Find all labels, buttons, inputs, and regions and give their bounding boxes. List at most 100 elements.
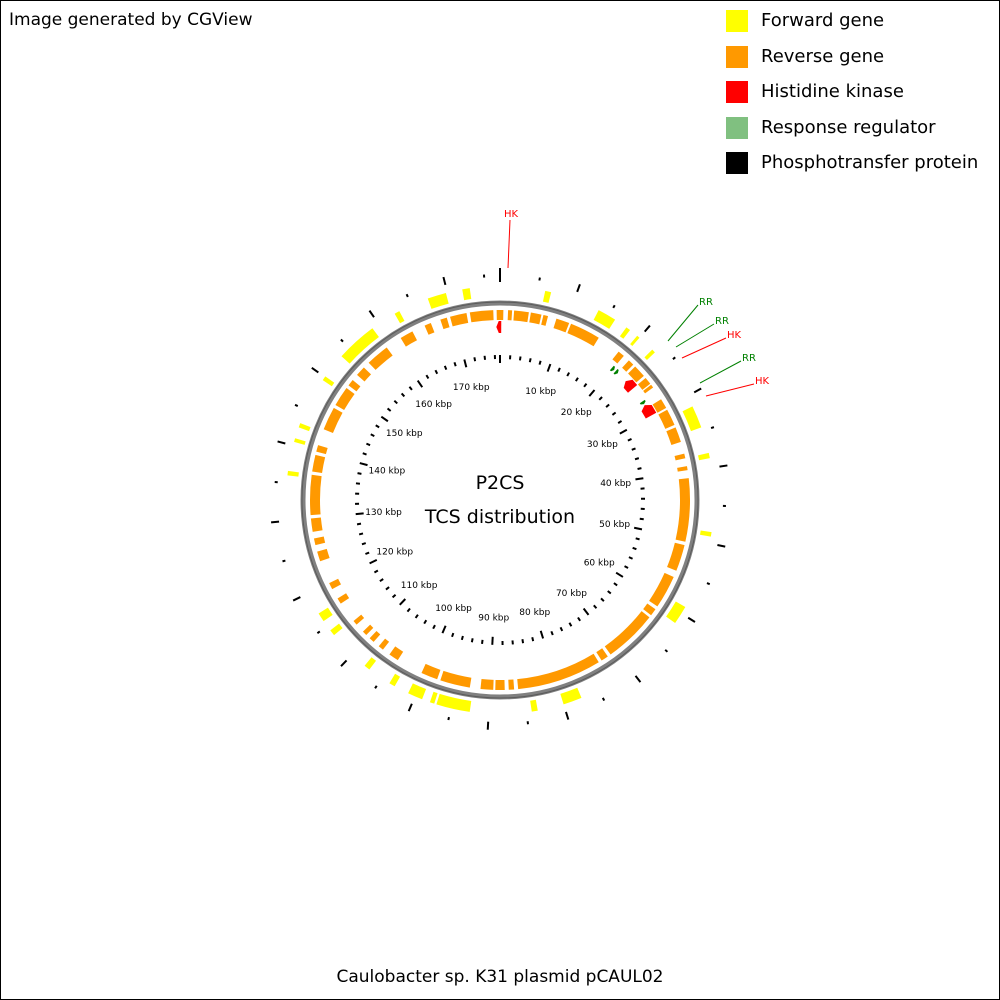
ruler-minor-tick <box>451 632 455 638</box>
outer-minor-tick <box>340 338 344 343</box>
ruler-minor-tick <box>583 383 588 388</box>
hk-callout-label: HK <box>504 209 519 220</box>
ruler-major-tick <box>416 380 424 388</box>
ruler-minor-tick <box>559 626 564 632</box>
histidine-kinase-arrow <box>496 321 502 334</box>
ruler-minor-tick <box>406 607 411 613</box>
reverse-gene <box>312 454 326 473</box>
outer-major-tick <box>340 659 348 667</box>
outer-major-tick <box>565 711 570 720</box>
reverse-gene <box>389 646 404 661</box>
ruler-minor-tick <box>637 467 642 470</box>
backbone-ring <box>300 300 700 700</box>
reverse-gene <box>541 315 549 326</box>
ruler-scale-label: 20 kbp <box>561 408 592 418</box>
forward-gene <box>364 657 377 670</box>
outer-minor-tick <box>282 559 286 563</box>
reverse-gene <box>316 445 328 455</box>
forward-gene <box>644 349 655 360</box>
reverse-gene-track <box>310 310 690 691</box>
ruler-minor-tick <box>557 367 561 373</box>
ruler-minor-tick <box>550 630 554 636</box>
reverse-gene <box>424 323 435 335</box>
outer-major-tick <box>717 544 726 548</box>
ruler-minor-tick <box>518 356 522 361</box>
inner-kbp-ruler: 10 kbp 20 kbp 30 kbp 40 kbp 50 kbp 60 kbp 70 k… <box>355 355 646 645</box>
forward-gene <box>330 623 343 636</box>
ruler-minor-tick <box>358 532 364 536</box>
reverse-gene <box>440 670 472 688</box>
outer-minor-tick <box>405 293 409 298</box>
forward-gene <box>318 607 333 622</box>
forward-gene <box>429 691 438 704</box>
ruler-major-tick <box>441 625 447 634</box>
forward-gene <box>699 530 712 537</box>
ruler-scale-label: 140 kbp <box>369 467 406 477</box>
response-regulator-arrow <box>613 368 619 375</box>
reverse-gene <box>313 536 326 546</box>
outer-minor-tick <box>601 697 606 702</box>
ruler-minor-tick <box>634 457 640 461</box>
outer-minor-tick <box>447 716 450 721</box>
ruler-minor-tick <box>624 565 629 569</box>
ruler-major-tick <box>359 462 368 467</box>
reverse-gene <box>553 318 570 333</box>
hk-callout-label: HK <box>755 376 770 387</box>
ruler-minor-tick <box>366 442 371 447</box>
outer-major-tick <box>693 387 702 394</box>
ruler-minor-tick <box>577 616 581 622</box>
reverse-gene <box>335 388 355 410</box>
ruler-minor-tick <box>593 604 598 609</box>
ruler-scale-label: 80 kbp <box>519 608 550 618</box>
legend-label-response-regulator: Response regulator <box>761 116 936 138</box>
ruler-scale-label: 150 kbp <box>386 429 423 439</box>
map-caption: Caulobacter sp. K31 plasmid pCAUL02 <box>336 967 664 987</box>
reverse-gene <box>496 310 504 321</box>
ruler-minor-tick <box>528 358 532 363</box>
ruler-major-tick <box>615 571 624 578</box>
forward-gene <box>294 438 306 445</box>
reverse-gene <box>310 517 323 532</box>
forward-gene <box>698 452 710 461</box>
reverse-gene <box>666 427 681 445</box>
ruler-minor-tick <box>598 396 603 401</box>
ruler-minor-tick <box>628 556 633 560</box>
ruler-major-tick <box>582 607 590 616</box>
reverse-gene <box>652 399 667 413</box>
forward-gene <box>287 470 299 477</box>
ruler-scale-label: 100 kbp <box>435 604 472 614</box>
ruler-major-tick <box>355 512 364 516</box>
forward-gene <box>322 376 335 387</box>
outer-major-tick <box>634 675 642 683</box>
backbone-circle <box>300 300 700 700</box>
ruler-scale-label: 10 kbp <box>525 387 556 397</box>
ruler-scale-label: 120 kbp <box>376 548 413 558</box>
ruler-major-tick <box>635 477 644 481</box>
ruler-scale-label: 60 kbp <box>584 559 615 569</box>
ruler-major-tick <box>588 389 596 397</box>
legend-swatch-reverse <box>726 45 748 68</box>
hk-callout-line <box>507 219 511 269</box>
forward-gene <box>593 310 616 329</box>
reverse-gene <box>612 351 624 364</box>
reverse-gene <box>310 474 322 516</box>
reverse-gene <box>622 360 634 372</box>
outer-minor-tick <box>710 426 715 430</box>
forward-gene <box>341 328 379 364</box>
legend-swatch-forward <box>726 10 748 32</box>
ruler-minor-tick <box>361 542 367 546</box>
ruler-minor-tick <box>639 517 644 521</box>
reverse-gene <box>674 453 686 461</box>
reverse-gene <box>596 648 608 661</box>
ruler-minor-tick <box>425 374 430 380</box>
outer-major-tick <box>442 276 447 286</box>
ruler-major-tick <box>369 559 378 565</box>
reverse-gene <box>450 312 469 327</box>
rr-callout-line <box>675 323 715 348</box>
forward-gene <box>560 687 582 705</box>
legend-label-phosphotransfer: Phosphotransfer protein <box>761 152 979 173</box>
ruler-scale-label: 170 kbp <box>453 383 490 393</box>
forward-gene <box>630 335 640 347</box>
